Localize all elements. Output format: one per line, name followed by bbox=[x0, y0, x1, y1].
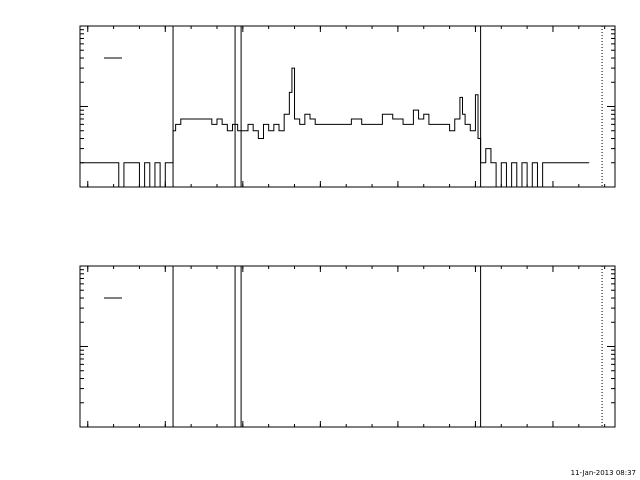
generation-timestamp: 11-Jan-2013 08:37 bbox=[571, 469, 636, 477]
plot-frame bbox=[79, 265, 616, 428]
hi-channel-panel bbox=[79, 265, 616, 428]
lo-channel-panel bbox=[79, 25, 616, 188]
series-line bbox=[80, 67, 590, 187]
